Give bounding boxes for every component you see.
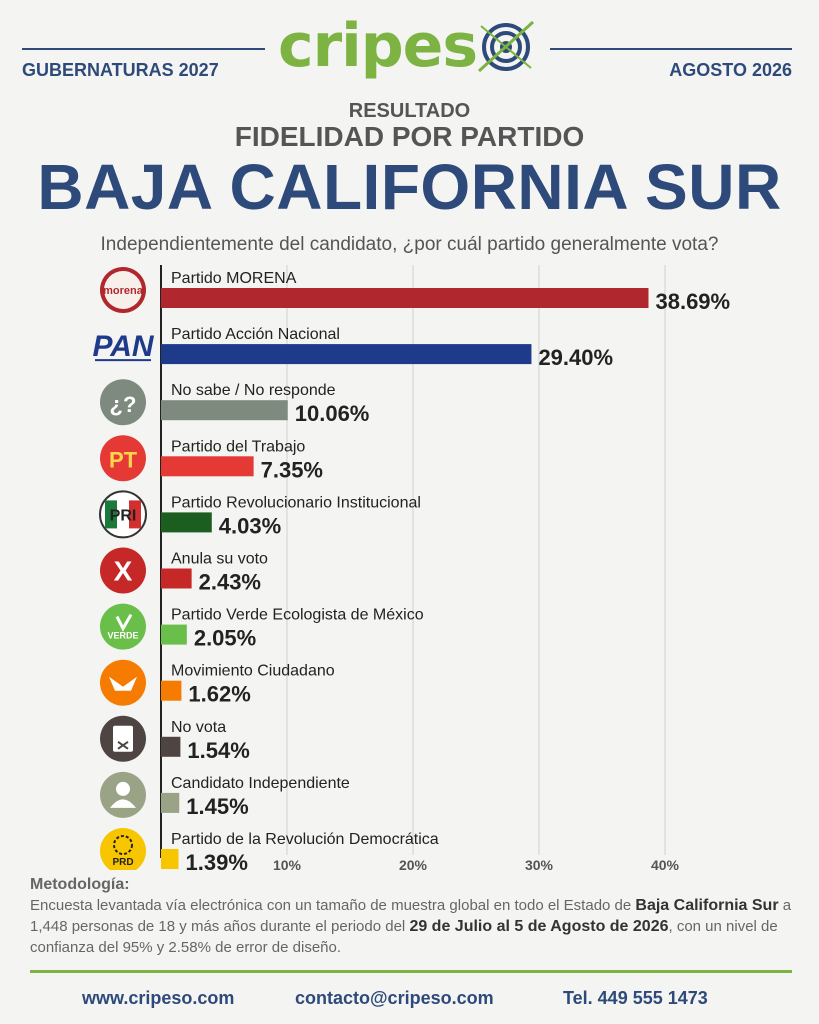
verde-logo-icon: VERDE [100,603,146,650]
bar [161,680,182,701]
date-tag: AGOSTO 2026 [669,60,792,80]
x-tick-label: 40% [651,857,680,870]
methodology-text: Encuesta levantada vía electrónica con u… [30,895,800,958]
category-label: Candidato Independiente [171,775,350,792]
pt-logo-icon: PT [100,435,146,482]
state-title: BAJA CALIFORNIA SUR [37,151,782,223]
cross-icon: X [100,547,146,594]
value-label: 1.45% [186,794,248,819]
bar [161,624,187,645]
value-label: 38.69% [655,289,730,314]
x-tick-label: 20% [399,857,428,870]
value-label: 1.62% [188,682,250,707]
value-label: 7.35% [261,457,323,482]
category-label: Partido de la Revolución Democrática [171,831,439,848]
value-label: 29.40% [538,345,613,370]
svg-text:PAN: PAN [92,330,154,363]
footer-website-link[interactable]: www.cripeso.com [82,988,235,1008]
category-label: Anula su voto [171,551,268,568]
svg-text:PT: PT [109,447,138,472]
header-line-left [22,48,265,50]
category-label: Partido Revolucionario Institucional [171,494,421,511]
methodology-text-3: , con un nivel de confianza del 95% y 2.… [30,918,778,956]
pan-logo-icon: PAN [92,330,154,363]
category-label: No sabe / No responde [171,382,336,399]
bar [161,400,288,421]
x-tick-label: 10% [273,857,302,870]
target-icon [477,20,535,73]
svg-text:PRD: PRD [112,857,133,868]
morena-logo-icon: morena [100,267,146,313]
category-label: Partido Acción Nacional [171,326,340,343]
value-label: 10.06% [295,401,370,426]
bar [161,288,649,308]
methodology-text-2: a 1,448 personas de 18 y más años durant… [30,897,792,935]
bar [161,568,192,589]
footer-phone: Tel. 449 555 1473 [563,988,708,1008]
election-tag: GUBERNATURAS 2027 [22,60,219,80]
subtitle-fidelity: FIDELIDAD POR PARTIDO [234,121,585,152]
footer-divider [30,970,792,973]
pri-logo-icon: PRI [99,490,147,539]
category-label: Partido del Trabajo [171,438,305,455]
bar-chart: 10% 20% 30% 40% morena Partido MORENA 38.69% PA… [92,265,730,870]
subtitle-result: RESULTADO [348,100,471,122]
value-label: 1.54% [187,738,249,763]
svg-text:PRI: PRI [110,507,137,524]
value-label: 4.03% [219,513,281,538]
footer-email-link[interactable]: contacto@cripeso.com [295,988,494,1008]
bar [161,792,180,813]
bar [161,849,179,869]
methodology-bold-2: 29 de Julio al 5 de Agosto de 2026 [409,918,669,935]
survey-question: Independientemente del candidato, ¿por c… [100,234,719,255]
category-label: Partido Verde Ecologista de México [171,607,424,624]
category-label: Movimiento Ciudadano [171,663,335,680]
svg-text:X: X [114,556,133,587]
value-label: 2.05% [194,626,256,651]
bar [161,736,181,757]
ballot-icon [100,715,146,762]
category-label: No vota [171,719,226,736]
svg-text:morena: morena [103,285,144,297]
question-icon: ¿? [100,379,146,426]
mc-logo-icon [100,659,146,706]
prd-logo-icon: PRD [100,828,146,870]
bar [161,344,532,365]
methodology-title: Metodología: [30,876,130,893]
svg-text:VERDE: VERDE [107,631,138,641]
x-tick-label: 30% [525,857,554,870]
value-label: 1.39% [186,850,248,870]
value-label: 2.43% [199,570,261,595]
methodology-bold-1: Baja California Sur [635,897,779,914]
cripeso-logo: cripes [278,10,543,90]
person-icon [100,771,146,818]
header-line-right [550,48,792,50]
bar [161,456,254,477]
svg-text:¿?: ¿? [110,392,137,417]
logo-text-green: cripes [278,11,478,81]
category-label: Partido MORENA [171,270,297,287]
bar [161,512,212,533]
methodology-text-1: Encuesta levantada vía electrónica con u… [30,897,636,914]
